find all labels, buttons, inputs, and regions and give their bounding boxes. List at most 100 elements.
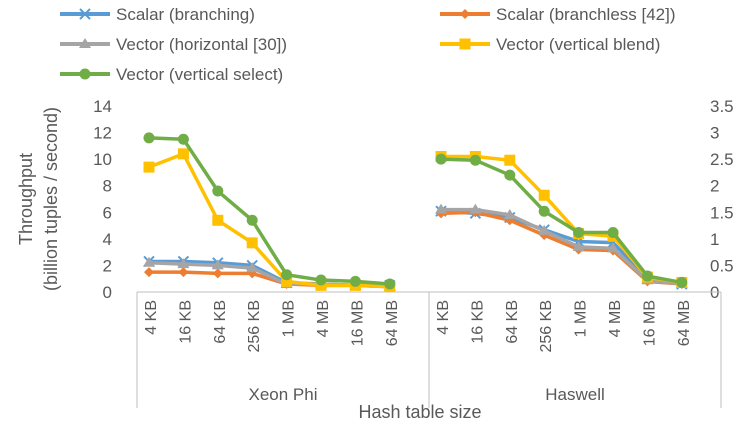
data-point	[281, 275, 293, 287]
data-point	[143, 256, 155, 267]
y-right-tick-label: 2.5	[710, 150, 734, 169]
y-right-tick-label: 3.5	[710, 97, 734, 116]
data-point	[212, 214, 224, 226]
data-point	[177, 133, 189, 145]
x-tick-label: 64 MB	[676, 300, 693, 346]
y-right-tick-label: 1.5	[710, 203, 734, 222]
x-tick-label: 4 MB	[315, 300, 332, 337]
x-tick-label: 4 KB	[435, 300, 452, 335]
data-point	[144, 267, 154, 278]
data-point	[538, 224, 551, 235]
series-vector-vertical-blend	[435, 150, 688, 288]
legend-label: Scalar (branching)	[116, 5, 255, 24]
group-label: Haswell	[545, 385, 605, 404]
data-point	[676, 276, 688, 288]
data-point	[79, 38, 91, 48]
x-tick-label: 16 MB	[641, 300, 658, 346]
legend-label: Vector (horizontal [30])	[116, 35, 287, 54]
series-vector-vertical-select	[143, 132, 396, 290]
data-point	[246, 237, 258, 249]
x-tick-label: 1 MB	[573, 300, 590, 337]
y-left-tick-label: 4	[103, 230, 112, 249]
y-axis-title-line: Throughput	[16, 153, 36, 245]
plot-area	[143, 132, 688, 293]
data-point	[177, 148, 189, 160]
legend-entry: Scalar (branching)	[60, 5, 255, 24]
data-point	[469, 203, 482, 214]
y-right-tick-label: 1	[710, 230, 719, 249]
legend-entry: Vector (vertical select)	[60, 65, 283, 84]
y-left-tick-label: 8	[103, 177, 112, 196]
data-point	[572, 240, 585, 251]
data-point	[460, 9, 470, 19]
x-tick-label: 16 MB	[349, 300, 366, 346]
data-point	[573, 226, 585, 238]
y-left-tick-label: 14	[93, 97, 112, 116]
data-point	[246, 214, 258, 226]
data-point	[315, 274, 327, 286]
data-point	[538, 205, 550, 217]
legend-entry: Vector (vertical blend)	[440, 35, 660, 54]
legend-entry: Vector (horizontal [30])	[60, 35, 287, 54]
legend-label: Scalar (branchless [42])	[496, 5, 676, 24]
group-label: Xeon Phi	[249, 385, 318, 404]
y-right-tick-label: 2	[710, 177, 719, 196]
y-left-tick-label: 12	[93, 124, 112, 143]
data-point	[435, 203, 447, 214]
data-point	[435, 153, 447, 165]
data-point	[143, 132, 155, 144]
series-vector-vertical-select	[435, 153, 688, 288]
x-tick-label: 256 KB	[246, 300, 263, 352]
data-point	[79, 68, 91, 80]
data-point	[143, 161, 155, 173]
y-axis-title: Throughput (billion tuples / second)	[16, 107, 61, 291]
series-line	[441, 207, 682, 286]
x-tick-label: 4 KB	[143, 300, 160, 335]
data-point	[349, 275, 361, 287]
series-line	[148, 136, 390, 286]
y-left-tick-label: 10	[93, 150, 112, 169]
data-point	[503, 208, 516, 219]
legend-label: Vector (vertical select)	[116, 65, 283, 84]
legend-label: Vector (vertical blend)	[496, 35, 660, 54]
series-line	[441, 154, 683, 285]
x-tick-label: 64 MB	[384, 300, 401, 346]
x-tick-label: 256 KB	[538, 300, 555, 352]
x-tick-label: 1 MB	[281, 300, 298, 337]
data-point	[212, 185, 224, 197]
legend-entry: Scalar (branchless [42])	[440, 5, 676, 24]
data-point	[178, 267, 189, 278]
data-point	[469, 154, 481, 166]
legend: Scalar (branching) Scalar (branchless [42…	[60, 5, 676, 84]
y-right-tick-label: 3	[710, 124, 719, 143]
x-tick-label: 64 KB	[504, 300, 521, 344]
y-left-tick-label: 6	[103, 203, 112, 222]
series-line	[148, 152, 390, 289]
data-point	[384, 278, 396, 290]
data-point	[504, 154, 516, 166]
data-point	[177, 258, 190, 269]
y-axis-title-line: (billion tuples / second)	[41, 107, 61, 291]
data-point	[538, 189, 550, 201]
data-point	[79, 8, 91, 20]
data-point	[607, 226, 619, 238]
y-right-tick-label: 0.5	[710, 256, 734, 275]
data-point	[246, 262, 259, 273]
x-tick-label: 16 KB	[177, 300, 194, 344]
x-tick-label: 64 KB	[212, 300, 229, 344]
series-line	[440, 157, 683, 285]
data-point	[211, 259, 224, 270]
data-point	[641, 270, 653, 282]
data-point	[607, 242, 619, 253]
x-tick-label: 16 KB	[469, 300, 486, 344]
y-left-tick-label: 0	[103, 283, 112, 302]
data-point	[504, 169, 516, 181]
y-left-tick-label: 2	[103, 256, 112, 275]
data-point	[281, 269, 293, 281]
x-tick-label: 4 MB	[607, 300, 624, 337]
data-point	[212, 268, 223, 279]
data-point	[459, 38, 471, 50]
x-axis-title: Hash table size	[358, 402, 481, 422]
